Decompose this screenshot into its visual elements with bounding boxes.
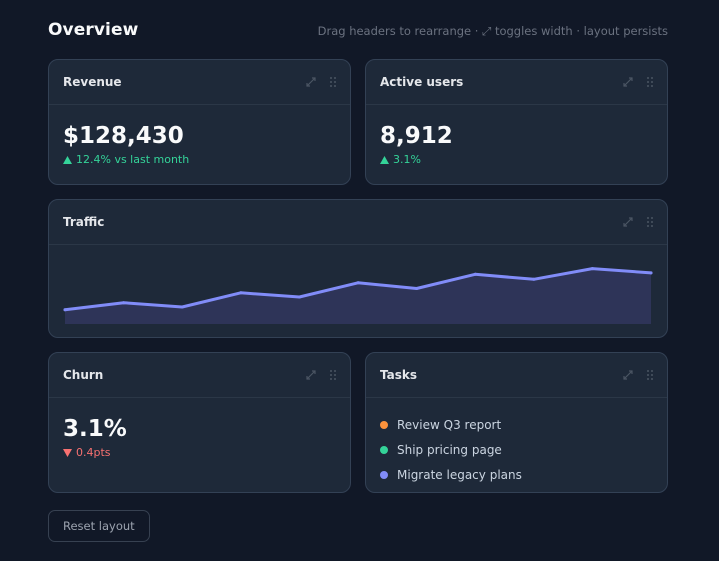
traffic-data-point: [415, 287, 419, 290]
task-label: Review Q3 report: [397, 417, 502, 432]
list-item[interactable]: Migrate legacy plans: [380, 462, 653, 487]
traffic-area-fill: [65, 268, 651, 324]
churn-card-header[interactable]: Churn: [49, 353, 350, 398]
page-title: Overview: [48, 20, 139, 40]
header-bar: Overview Drag headers to rearrange · ⤢ t…: [48, 20, 668, 46]
card-tools: [623, 370, 653, 380]
card-title: Tasks: [380, 368, 418, 382]
status-dot-icon: [380, 445, 388, 454]
drag-handle-icon[interactable]: [647, 217, 653, 227]
expand-icon[interactable]: [306, 370, 316, 380]
traffic-data-point: [590, 267, 594, 271]
card-title: Revenue: [63, 75, 122, 89]
revenue-body: $128,430 12.4% vs last month: [49, 105, 350, 184]
card-title: Active users: [380, 75, 464, 89]
expand-icon[interactable]: [623, 370, 633, 380]
churn-card: Churn 3.1% 0.4pts: [48, 352, 351, 493]
task-label: Migrate legacy plans: [397, 467, 522, 482]
traffic-data-point: [239, 291, 243, 295]
card-tools: [306, 77, 336, 87]
drag-handle-icon[interactable]: [647, 370, 653, 380]
card-tools: [306, 370, 336, 380]
active-users-card: Active users 8,912 3.1%: [365, 59, 668, 185]
traffic-data-point: [297, 295, 301, 299]
churn-delta: 0.4pts: [63, 446, 336, 459]
traffic-data-point: [649, 271, 653, 275]
tasks-card-header[interactable]: Tasks: [366, 353, 667, 398]
expand-icon[interactable]: [623, 77, 633, 87]
traffic-card: Traffic: [48, 199, 668, 338]
card-tools: [623, 217, 653, 227]
traffic-card-header[interactable]: Traffic: [49, 200, 667, 245]
status-dot-icon: [380, 470, 388, 479]
traffic-data-point: [180, 305, 184, 309]
status-dot-icon: [380, 420, 388, 429]
churn-body: 3.1% 0.4pts: [49, 398, 350, 492]
traffic-chart-area: [49, 245, 667, 337]
card-title: Traffic: [63, 215, 105, 229]
expand-icon[interactable]: [623, 217, 633, 227]
list-item[interactable]: Review Q3 report: [380, 412, 653, 437]
revenue-card-header[interactable]: Revenue: [49, 60, 350, 105]
drag-handle-icon[interactable]: [647, 77, 653, 87]
drag-handle-icon[interactable]: [330, 77, 336, 87]
triangle-up-icon: [380, 155, 389, 164]
reset-layout-button[interactable]: Reset layout: [48, 510, 150, 542]
triangle-up-icon: [63, 155, 72, 164]
traffic-data-point: [532, 277, 536, 281]
expand-icon[interactable]: [306, 77, 316, 87]
traffic-data-point: [473, 272, 477, 276]
revenue-card: Revenue $128,430 12.4% vs last month: [48, 59, 351, 185]
traffic-chart: [63, 267, 653, 324]
active-users-value: 8,912: [380, 123, 453, 149]
active-users-delta-text: 3.1%: [393, 153, 421, 166]
active-users-delta: 3.1%: [380, 153, 653, 166]
list-item[interactable]: Ship pricing page: [380, 437, 653, 462]
task-label: Ship pricing page: [397, 442, 502, 457]
active-users-card-header[interactable]: Active users: [366, 60, 667, 105]
churn-value: 3.1%: [63, 416, 127, 442]
active-users-body: 8,912 3.1%: [366, 105, 667, 184]
revenue-delta-text: 12.4% vs last month: [76, 153, 190, 166]
traffic-data-point: [356, 281, 360, 285]
revenue-delta: 12.4% vs last month: [63, 153, 336, 166]
layout-hint: Drag headers to rearrange · ⤢ toggles wi…: [317, 24, 668, 38]
traffic-data-point: [122, 301, 126, 305]
tasks-list: Review Q3 report Ship pricing page Migra…: [366, 398, 667, 492]
tasks-card: Tasks Review Q3 report Ship p: [365, 352, 668, 493]
revenue-value: $128,430: [63, 123, 184, 149]
card-title: Churn: [63, 368, 104, 382]
drag-handle-icon[interactable]: [330, 370, 336, 380]
widget-grid: Revenue $128,430 12.4% vs last month: [48, 59, 668, 493]
churn-delta-text: 0.4pts: [76, 446, 111, 459]
triangle-down-icon: [63, 448, 72, 457]
traffic-data-point: [63, 308, 67, 312]
card-tools: [623, 77, 653, 87]
